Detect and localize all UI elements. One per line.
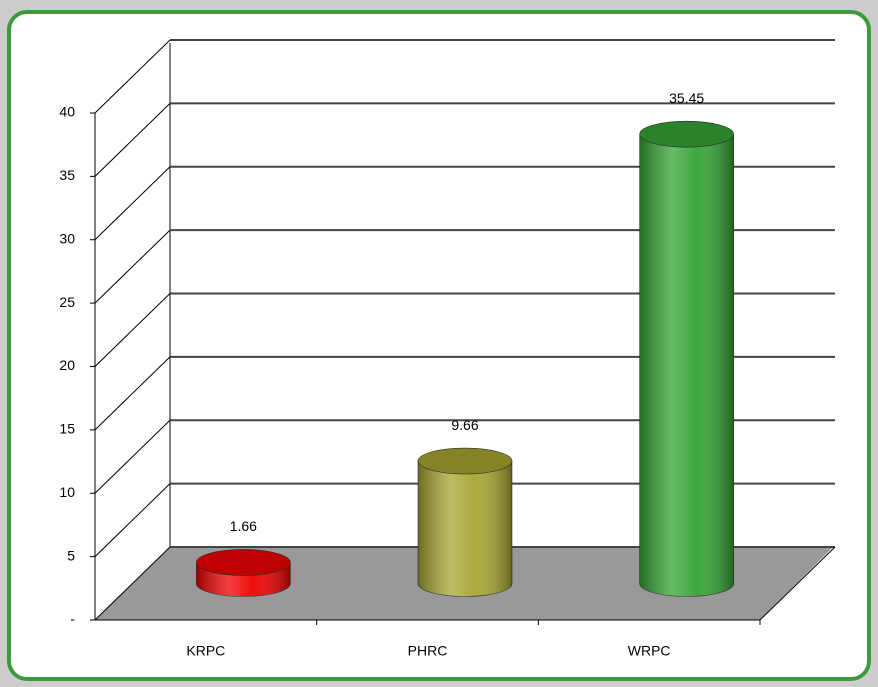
bar-shade: [418, 461, 512, 597]
data-label: 1.66: [230, 518, 257, 534]
y-tick-label: 30: [59, 230, 75, 246]
data-label: 35.45: [669, 90, 704, 106]
grid-diagonal: [94, 419, 171, 494]
grid-diagonal: [94, 293, 171, 367]
x-tick-label: KRPC: [186, 643, 225, 659]
y-tick-label: 40: [59, 104, 75, 120]
grid-diagonal: [94, 356, 171, 431]
grid-diagonal: [94, 483, 171, 557]
bar-top: [196, 549, 291, 576]
y-tick-label: -: [70, 611, 75, 627]
bar-shade: [639, 134, 734, 597]
y-tick-label: 20: [59, 357, 75, 373]
grid-diagonal: [94, 166, 171, 241]
y-tick-label: 15: [59, 421, 75, 437]
x-tick-label: WRPC: [628, 643, 671, 659]
y-tick-label: 10: [59, 484, 75, 500]
data-label: 9.66: [451, 417, 478, 433]
y-tick-label: 25: [59, 294, 75, 310]
grid-diagonal: [94, 39, 171, 114]
x-tick-label: PHRC: [408, 643, 448, 659]
bar-top: [639, 120, 734, 148]
y-tick-label: 5: [67, 547, 75, 563]
grid-diagonal: [94, 103, 171, 177]
grid-diagonal: [94, 229, 171, 304]
bar-top: [417, 447, 513, 475]
grid-diagonal: [94, 546, 171, 621]
y-tick-label: 35: [59, 167, 75, 183]
floor-edge: [759, 546, 836, 621]
